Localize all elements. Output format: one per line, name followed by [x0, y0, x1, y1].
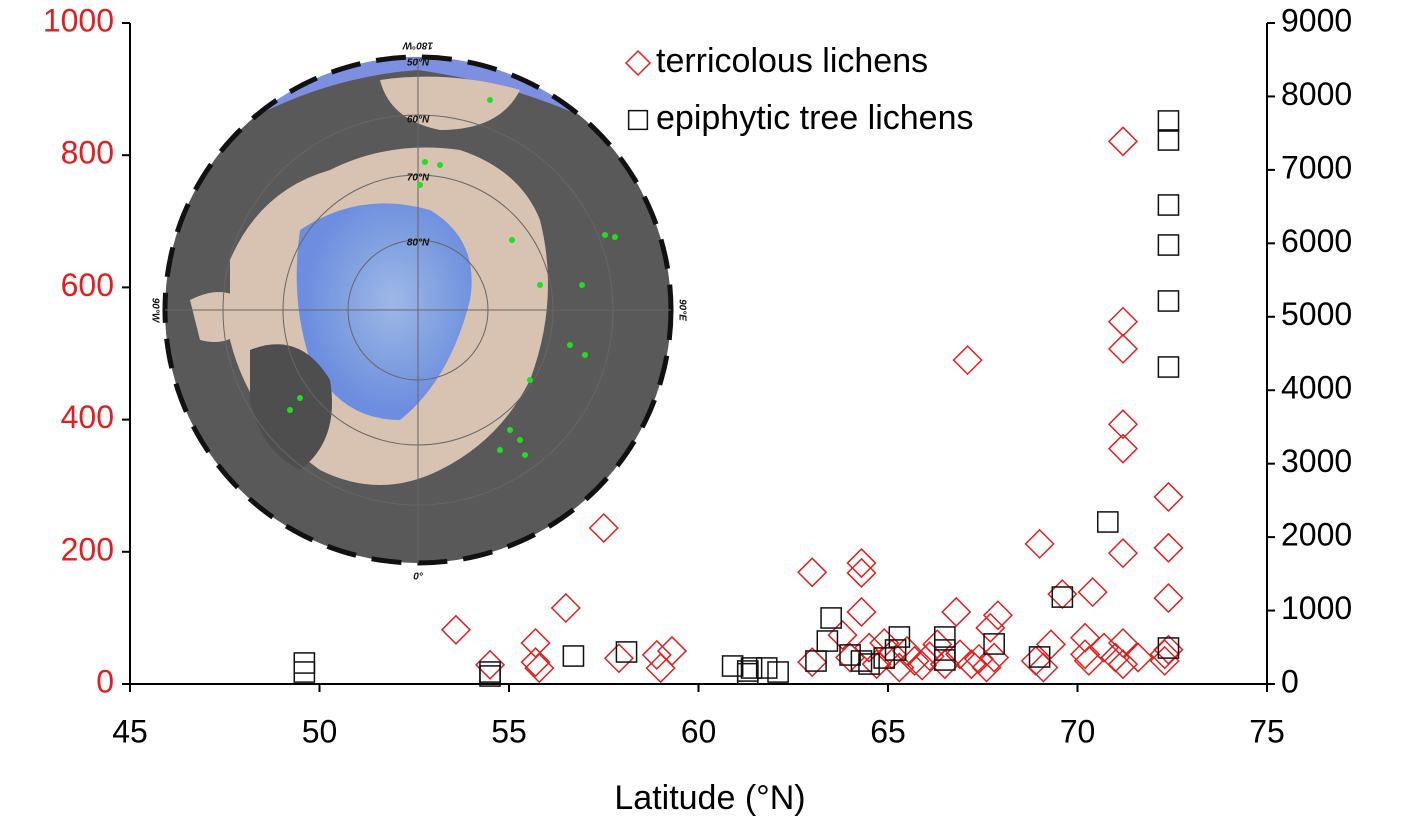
page: 180°W 50°N 60°N 70°N 80°N 90°W 90°E 0° L…	[0, 0, 1413, 828]
square-marker	[723, 656, 743, 676]
square-marker	[563, 646, 583, 666]
square-marker	[1158, 130, 1178, 150]
diamond-marker	[647, 654, 675, 682]
chart: 180°W 50°N 60°N 70°N 80°N 90°W 90°E 0° L…	[0, 0, 1413, 823]
square-marker	[1052, 587, 1072, 607]
square-marker	[1158, 291, 1178, 311]
diamond-marker	[1071, 640, 1099, 668]
square-marker	[1158, 111, 1178, 131]
diamond-marker	[605, 644, 633, 672]
y2-tick-label: 3000	[1281, 443, 1352, 479]
diamond-marker	[643, 641, 671, 669]
y2-tick-label: 9000	[1281, 2, 1352, 38]
diamond-marker	[1071, 624, 1099, 652]
square-marker	[768, 662, 788, 682]
map-label: 60°N	[407, 115, 430, 126]
diamond-marker	[552, 594, 580, 622]
diamond-marker	[1109, 539, 1137, 567]
diamond-marker	[522, 648, 550, 676]
diamond-marker	[798, 558, 826, 586]
diamond-marker	[1109, 127, 1137, 155]
legend-label: terricolous lichens	[656, 42, 928, 80]
map-label: 70°N	[407, 173, 430, 184]
map-label: 80°N	[407, 238, 430, 249]
diamond-marker	[1075, 647, 1103, 675]
square-marker	[1158, 638, 1178, 658]
y2-tick-label: 8000	[1281, 76, 1352, 112]
diamond-marker	[522, 629, 550, 657]
diamond-marker	[1154, 584, 1182, 612]
diamond-marker	[901, 647, 929, 675]
diamond-marker	[957, 650, 985, 678]
map-label: 50°N	[407, 58, 430, 69]
diamond-marker	[942, 598, 970, 626]
diamond-marker	[1079, 578, 1107, 606]
y2-tick-label: 1000	[1281, 590, 1352, 626]
y-tick-label: 600	[61, 267, 114, 303]
y-tick-label: 0	[96, 663, 114, 699]
legend-label: epiphytic tree lichens	[656, 99, 974, 137]
square-marker	[1098, 512, 1118, 532]
x-tick-label: 75	[1249, 713, 1285, 749]
square-marker	[757, 658, 777, 678]
diamond-marker	[626, 51, 650, 75]
square-marker	[1158, 235, 1178, 255]
square-marker	[1158, 195, 1178, 215]
x-tick-label: 55	[491, 713, 527, 749]
inset-map: 180°W 50°N 60°N 70°N 80°N 90°W 90°E 0°	[149, 39, 687, 582]
diamond-marker	[1026, 530, 1054, 558]
diamond-marker	[847, 549, 875, 577]
square-marker	[294, 662, 314, 682]
diamond-marker	[798, 648, 826, 676]
y-tick-label: 1000	[43, 2, 114, 38]
x-tick-label: 60	[681, 713, 717, 749]
x-axis-label: Latitude (°N)	[614, 779, 805, 817]
square-marker	[806, 651, 826, 671]
diamond-marker	[1037, 630, 1065, 658]
square-marker	[294, 653, 314, 673]
diamond-marker	[658, 637, 686, 665]
diamond-marker	[1109, 308, 1137, 336]
x-tick-label: 65	[870, 713, 906, 749]
map-label: 0°	[413, 572, 424, 583]
x-tick-label: 45	[112, 713, 148, 749]
map-label: 180°W	[401, 39, 433, 50]
y2-tick-label: 2000	[1281, 517, 1352, 553]
diamond-marker	[847, 598, 875, 626]
y2-tick-label: 5000	[1281, 296, 1352, 332]
y-tick-label: 400	[61, 399, 114, 435]
y-tick-label: 200	[61, 531, 114, 567]
x-tick-label: 50	[302, 713, 338, 749]
map-label: 90°E	[676, 299, 687, 321]
y-tick-label: 800	[61, 135, 114, 171]
diamond-marker	[590, 514, 618, 542]
diamond-marker	[1154, 534, 1182, 562]
diamond-marker	[973, 653, 1001, 681]
y2-tick-label: 6000	[1281, 223, 1352, 259]
y2-tick-label: 7000	[1281, 149, 1352, 185]
x-tick-label: 70	[1060, 713, 1096, 749]
diamond-marker	[1109, 335, 1137, 363]
square-marker	[1158, 357, 1178, 377]
y2-tick-label: 0	[1281, 663, 1299, 699]
diamond-marker	[847, 559, 875, 587]
diamond-marker	[442, 616, 470, 644]
y2-tick-label: 4000	[1281, 370, 1352, 406]
map-label: 90°W	[149, 298, 160, 324]
diamond-marker	[1154, 483, 1182, 511]
diamond-marker	[525, 654, 553, 682]
diamond-marker	[954, 346, 982, 374]
square-marker	[629, 111, 648, 130]
